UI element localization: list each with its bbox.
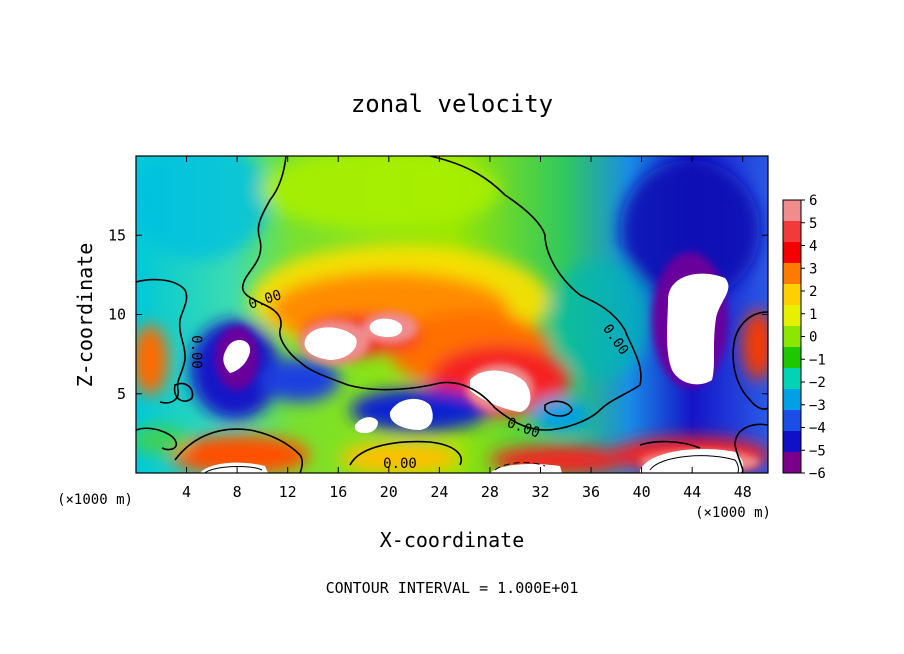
heatmap-field bbox=[136, 156, 768, 473]
x-tick-label: 12 bbox=[279, 483, 297, 501]
x-tick-label: 16 bbox=[329, 483, 347, 501]
colorbar-label: −2 bbox=[809, 375, 826, 391]
saturation-cores bbox=[200, 273, 744, 473]
colorbar-label: −1 bbox=[809, 352, 826, 368]
x-tick-label: 32 bbox=[531, 483, 549, 501]
colorbar-label: 1 bbox=[809, 307, 817, 323]
colorbar-label: −6 bbox=[809, 466, 826, 482]
y-axis-ticks: 5 10 15 bbox=[108, 226, 768, 403]
x-axis-label: X-coordinate bbox=[380, 528, 525, 552]
chart-title: zonal velocity bbox=[351, 90, 553, 118]
colorbar-label: 4 bbox=[809, 239, 817, 255]
colorbar-swatch bbox=[783, 305, 801, 327]
x-tick-label: 24 bbox=[430, 483, 448, 501]
colorbar-swatch bbox=[783, 263, 801, 285]
colorbar-swatch bbox=[783, 368, 801, 390]
x-tick-label: 20 bbox=[380, 483, 398, 501]
colorbar-label: 2 bbox=[809, 284, 817, 300]
y-axis-label: Z-coordinate bbox=[73, 243, 97, 388]
y-tick-label: 5 bbox=[117, 385, 126, 403]
colorbar-swatch bbox=[783, 326, 801, 348]
colorbar-label: 5 bbox=[809, 216, 817, 232]
colorbar-swatch bbox=[783, 389, 801, 411]
colorbar-swatch bbox=[783, 410, 801, 432]
x-tick-label: 36 bbox=[582, 483, 600, 501]
thin-contours bbox=[204, 455, 739, 473]
colorbar-swatch bbox=[783, 452, 801, 474]
contour-label-5: 0.00 bbox=[383, 456, 417, 472]
x-unit-right: (×1000 m) bbox=[695, 505, 771, 521]
colorbar-label: −5 bbox=[809, 443, 826, 459]
x-tick-label: 28 bbox=[481, 483, 499, 501]
x-tick-label: 4 bbox=[182, 483, 191, 501]
x-tick-label: 48 bbox=[734, 483, 752, 501]
contour-label-2: 0.00 bbox=[188, 335, 204, 369]
colorbar-swatch bbox=[783, 347, 801, 369]
colorbar: 6 5 4 3 2 1 0 −1 −2 −3 −4 −5 −6 bbox=[782, 193, 826, 482]
colorbar-swatch bbox=[783, 284, 801, 306]
x-tick-label: 8 bbox=[233, 483, 242, 501]
x-tick-label: 44 bbox=[683, 483, 701, 501]
contour-interval-note: CONTOUR INTERVAL = 1.000E+01 bbox=[326, 579, 579, 597]
x-axis-ticks: 4 8 12 16 20 24 28 32 36 40 44 48 bbox=[182, 156, 752, 501]
colorbar-label: 0 bbox=[809, 330, 817, 346]
colorbar-label: −4 bbox=[809, 421, 826, 437]
colorbar-swatch bbox=[783, 431, 801, 453]
y-tick-label: 10 bbox=[108, 306, 126, 324]
colorbar-swatch bbox=[783, 242, 801, 264]
colorbar-label: 6 bbox=[809, 193, 817, 209]
y-tick-label: 15 bbox=[108, 226, 126, 244]
colorbar-swatch bbox=[783, 221, 801, 243]
colorbar-label: 3 bbox=[809, 261, 817, 277]
colorbar-swatch bbox=[783, 200, 801, 222]
x-tick-label: 40 bbox=[633, 483, 651, 501]
colorbar-label: −3 bbox=[809, 398, 826, 414]
x-unit-left: (×1000 m) bbox=[57, 492, 133, 508]
zero-contours bbox=[136, 156, 768, 473]
